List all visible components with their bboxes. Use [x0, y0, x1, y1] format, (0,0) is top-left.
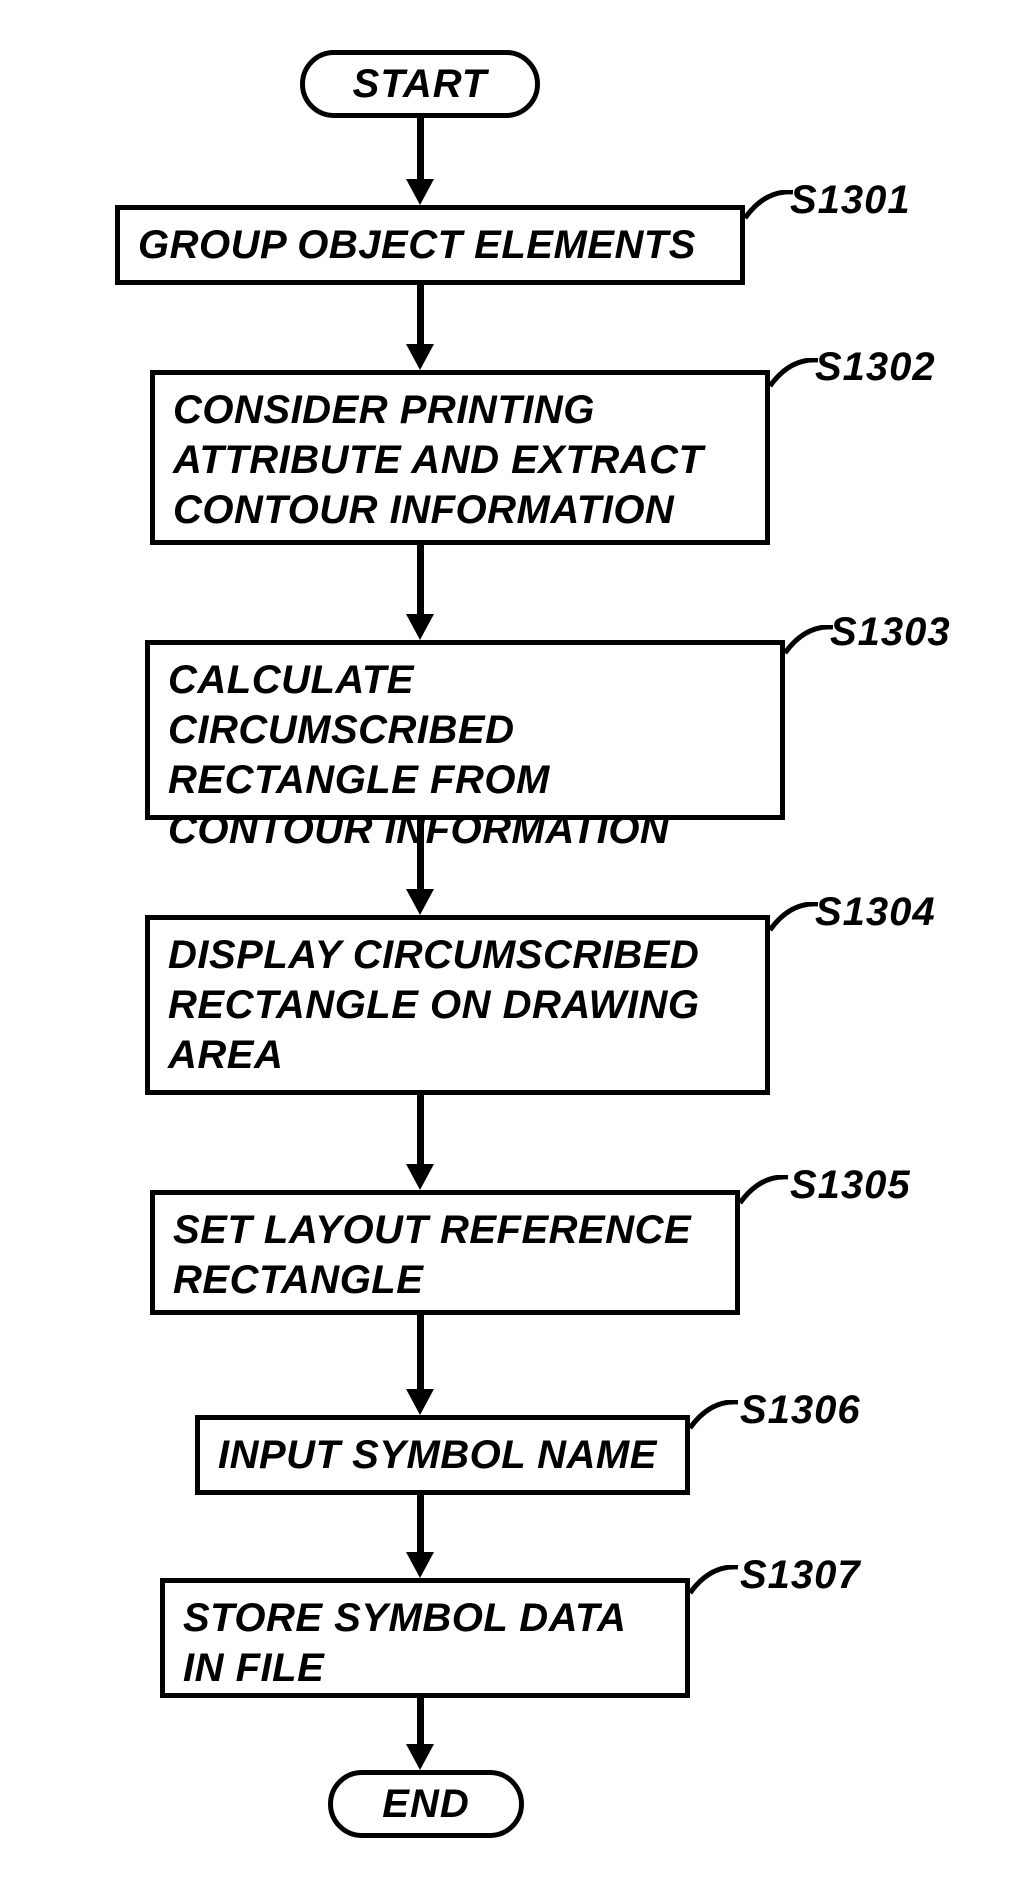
connector-s1305-s1306 — [417, 1315, 424, 1389]
connector-s1302-s1303 — [417, 545, 424, 614]
arrowhead-end — [406, 1744, 434, 1770]
connector-s1304-s1305 — [417, 1095, 424, 1164]
step-label-s1306: S1306 — [740, 1388, 861, 1433]
process-s1301: GROUP OBJECT ELEMENTS — [115, 205, 745, 285]
process-s1306-text: INPUT SYMBOL NAME — [218, 1430, 657, 1480]
process-s1306: INPUT SYMBOL NAME — [195, 1415, 690, 1495]
arrowhead-s1307 — [406, 1552, 434, 1578]
step-label-s1305: S1305 — [790, 1163, 911, 1208]
process-s1302: CONSIDER PRINTING ATTRIBUTE AND EXTRACT … — [150, 370, 770, 545]
step-label-s1304: S1304 — [815, 890, 936, 935]
process-s1304: DISPLAY CIRCUMSCRIBED RECTANGLE ON DRAWI… — [145, 915, 770, 1095]
connector-s1306-s1307 — [417, 1495, 424, 1552]
terminal-end: END — [328, 1770, 524, 1838]
arrowhead-s1303 — [406, 614, 434, 640]
process-s1307: STORE SYMBOL DATA IN FILE — [160, 1578, 690, 1698]
process-s1303-text: CALCULATE CIRCUMSCRIBED RECTANGLE FROM C… — [168, 655, 762, 855]
arrowhead-s1302 — [406, 344, 434, 370]
connector-start-s1301 — [417, 118, 424, 179]
connector-s1303-s1304 — [417, 820, 424, 889]
step-label-s1301: S1301 — [790, 178, 911, 223]
process-s1305-text: SET LAYOUT REFERENCE RECTANGLE — [173, 1205, 691, 1305]
connector-s1307-end — [417, 1698, 424, 1744]
arrowhead-s1304 — [406, 889, 434, 915]
terminal-start: START — [300, 50, 540, 118]
process-s1305: SET LAYOUT REFERENCE RECTANGLE — [150, 1190, 740, 1315]
arrowhead-s1301 — [406, 179, 434, 205]
terminal-end-label: END — [382, 1782, 469, 1827]
process-s1304-text: DISPLAY CIRCUMSCRIBED RECTANGLE ON DRAWI… — [168, 930, 699, 1080]
process-s1303: CALCULATE CIRCUMSCRIBED RECTANGLE FROM C… — [145, 640, 785, 820]
arrowhead-s1306 — [406, 1389, 434, 1415]
process-s1301-text: GROUP OBJECT ELEMENTS — [138, 220, 696, 270]
step-label-s1302: S1302 — [815, 345, 936, 390]
connector-s1301-s1302 — [417, 285, 424, 344]
flowchart-container: START GROUP OBJECT ELEMENTS S1301 CONSID… — [0, 0, 1033, 1884]
process-s1307-text: STORE SYMBOL DATA IN FILE — [183, 1593, 626, 1693]
arrowhead-s1305 — [406, 1164, 434, 1190]
terminal-start-label: START — [353, 62, 488, 107]
process-s1302-text: CONSIDER PRINTING ATTRIBUTE AND EXTRACT … — [173, 385, 703, 535]
step-label-s1307: S1307 — [740, 1553, 861, 1598]
step-label-s1303: S1303 — [830, 610, 951, 655]
